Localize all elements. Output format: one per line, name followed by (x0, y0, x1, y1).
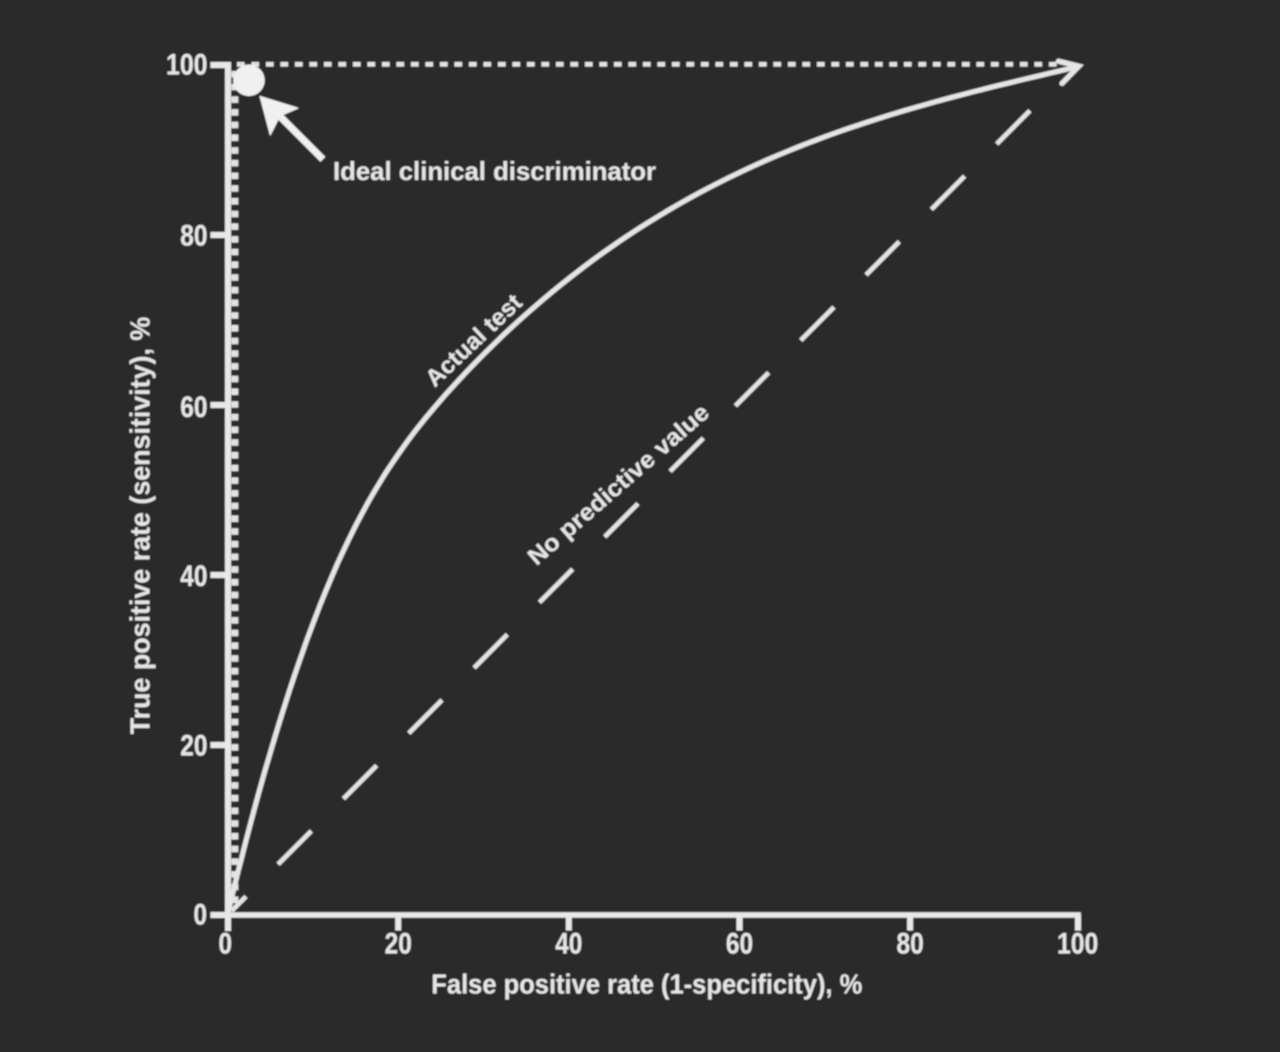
svg-text:100: 100 (166, 49, 208, 82)
svg-text:80: 80 (897, 928, 924, 961)
svg-text:40: 40 (180, 560, 207, 593)
svg-text:60: 60 (726, 928, 753, 961)
svg-text:Ideal clinical discriminator: Ideal clinical discriminator (333, 156, 656, 186)
svg-text:100: 100 (1057, 928, 1098, 961)
svg-text:True positive rate (sensitivit: True positive rate (sensitivity), % (125, 317, 156, 735)
svg-text:20: 20 (180, 730, 207, 763)
svg-text:False positive rate (1-specifi: False positive rate (1-specificity), % (431, 969, 862, 1000)
svg-text:0: 0 (194, 899, 208, 932)
svg-text:80: 80 (180, 220, 207, 253)
svg-text:40: 40 (555, 928, 582, 961)
svg-text:0: 0 (219, 928, 233, 961)
svg-text:60: 60 (180, 391, 207, 424)
svg-text:20: 20 (385, 928, 412, 961)
